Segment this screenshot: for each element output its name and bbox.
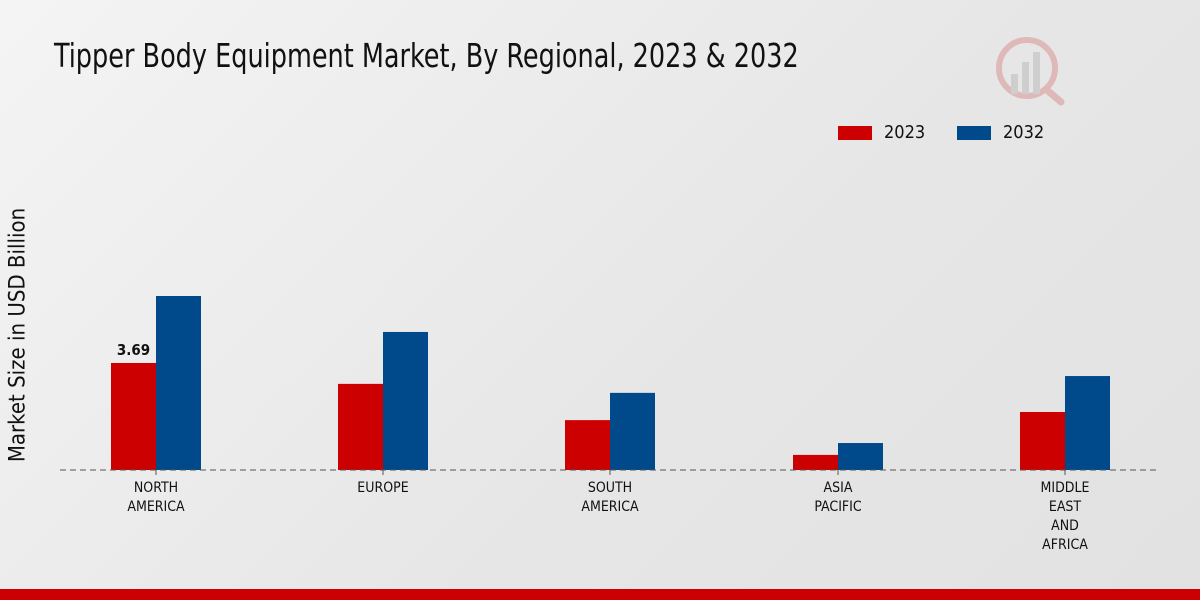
legend-swatch-2032 <box>957 125 991 140</box>
x-tick-label: AND <box>1051 518 1079 534</box>
bar-2032-0 <box>156 296 201 470</box>
bar-2023-0 <box>111 362 156 470</box>
x-tick-label: PACIFIC <box>814 499 862 515</box>
bar-2032-4 <box>1065 376 1110 470</box>
bottom-accent-bar <box>0 589 1200 600</box>
chart-title: Tipper Body Equipment Market, By Regiona… <box>54 36 799 75</box>
bar-2032-2 <box>610 392 655 470</box>
x-tick-label: SOUTH <box>588 480 632 496</box>
x-tick-label: AMERICA <box>581 499 639 515</box>
x-tick-label: AMERICA <box>127 499 185 515</box>
legend-label-2032: 2032 <box>1003 122 1045 143</box>
legend-item-2023: 2023 <box>838 122 925 143</box>
x-tick-label: EAST <box>1049 499 1082 515</box>
legend-label-2023: 2023 <box>884 122 926 143</box>
bar-2023-2 <box>565 420 610 470</box>
x-tick-label: ASIA <box>824 480 853 496</box>
logo-icon <box>996 37 1065 106</box>
legend-swatch-2023 <box>838 125 872 140</box>
bar-2023-4 <box>1020 412 1065 470</box>
x-tick-label: MIDDLE <box>1041 480 1090 496</box>
logo-watermark <box>995 32 1065 107</box>
bar-2032-3 <box>838 443 883 470</box>
bar-2023-3 <box>793 454 838 470</box>
x-tick-label: NORTH <box>134 480 178 496</box>
bar-2032-1 <box>383 331 428 470</box>
x-tick-label: EUROPE <box>357 480 408 496</box>
bar-2023-1 <box>338 383 383 470</box>
legend-item-2032: 2032 <box>957 122 1044 143</box>
data-label: 3.69 <box>117 341 150 359</box>
x-tick-label: AFRICA <box>1042 537 1088 553</box>
